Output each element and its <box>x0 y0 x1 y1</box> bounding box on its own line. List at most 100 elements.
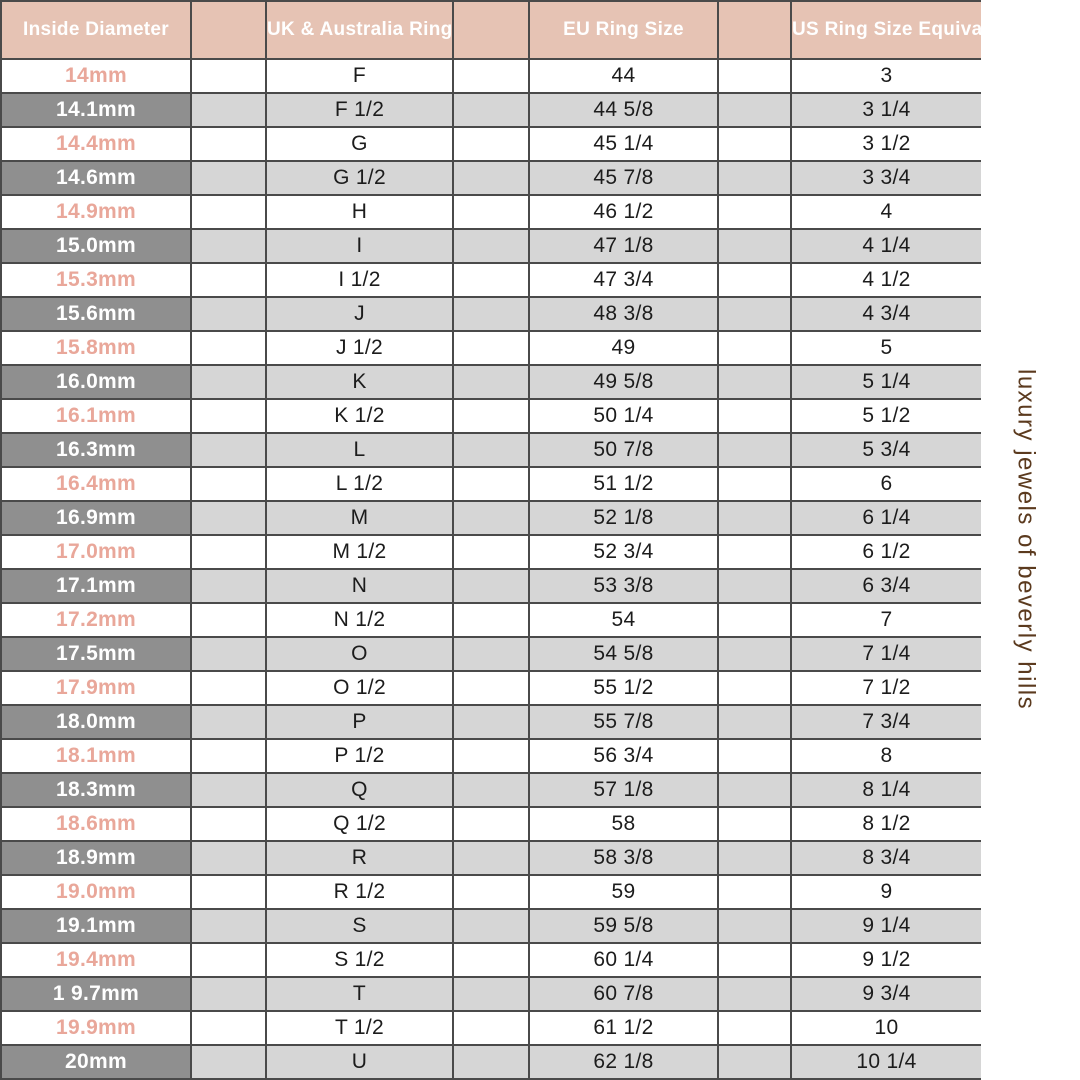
table-row: 14.1mm F 1/2 44 5/8 3 1/4 <box>0 92 983 128</box>
spacer-cell <box>190 92 267 128</box>
cell-inside-diameter: 19.0mm <box>0 874 192 910</box>
spacer-cell <box>452 772 530 808</box>
cell-uk-size: S <box>265 908 454 944</box>
cell-inside-diameter: 16.9mm <box>0 500 192 536</box>
cell-eu-size: 56 3/4 <box>528 738 719 774</box>
spacer-cell <box>190 942 267 978</box>
brand-watermark: luxury jewels of beverly hills <box>1012 369 1040 711</box>
cell-inside-diameter: 17.0mm <box>0 534 192 570</box>
spacer-cell <box>452 432 530 468</box>
cell-inside-diameter: 17.9mm <box>0 670 192 706</box>
cell-eu-size: 58 3/8 <box>528 840 719 876</box>
table-row: 17.9mm O 1/2 55 1/2 7 1/2 <box>0 670 983 706</box>
spacer-cell <box>190 704 267 740</box>
spacer-cell <box>717 58 792 94</box>
cell-eu-size: 54 5/8 <box>528 636 719 672</box>
header-us-size-equivalent: US Ring Size Equivalent <box>790 0 983 60</box>
spacer-cell <box>190 806 267 842</box>
cell-eu-size: 52 1/8 <box>528 500 719 536</box>
spacer-cell <box>717 534 792 570</box>
cell-eu-size: 48 3/8 <box>528 296 719 332</box>
cell-uk-size: O 1/2 <box>265 670 454 706</box>
cell-uk-size: K <box>265 364 454 400</box>
cell-eu-size: 51 1/2 <box>528 466 719 502</box>
spacer-cell <box>190 364 267 400</box>
table-row: 17.0mm M 1/2 52 3/4 6 1/2 <box>0 534 983 570</box>
spacer-cell <box>717 364 792 400</box>
cell-eu-size: 61 1/2 <box>528 1010 719 1046</box>
spacer-cell <box>452 636 530 672</box>
table-row: 15.6mm J 48 3/8 4 3/4 <box>0 296 983 332</box>
cell-us-size: 4 <box>790 194 983 230</box>
cell-us-size: 6 1/2 <box>790 534 983 570</box>
cell-inside-diameter: 14.1mm <box>0 92 192 128</box>
cell-us-size: 5 1/4 <box>790 364 983 400</box>
cell-uk-size: T <box>265 976 454 1012</box>
cell-eu-size: 59 <box>528 874 719 910</box>
cell-inside-diameter: 14.6mm <box>0 160 192 196</box>
table-row: 14.9mm H 46 1/2 4 <box>0 194 983 230</box>
cell-eu-size: 62 1/8 <box>528 1044 719 1080</box>
table-row: 19.0mm R 1/2 59 9 <box>0 874 983 910</box>
cell-eu-size: 54 <box>528 602 719 638</box>
cell-eu-size: 44 5/8 <box>528 92 719 128</box>
cell-uk-size: R 1/2 <box>265 874 454 910</box>
cell-us-size: 9 1/4 <box>790 908 983 944</box>
cell-uk-size: G <box>265 126 454 162</box>
cell-eu-size: 55 1/2 <box>528 670 719 706</box>
table-row: 16.4mm L 1/2 51 1/2 6 <box>0 466 983 502</box>
spacer-cell <box>717 738 792 774</box>
cell-inside-diameter: 15.3mm <box>0 262 192 298</box>
cell-us-size: 9 1/2 <box>790 942 983 978</box>
cell-inside-diameter: 16.0mm <box>0 364 192 400</box>
spacer-cell <box>717 568 792 604</box>
cell-inside-diameter: 19.9mm <box>0 1010 192 1046</box>
cell-us-size: 7 <box>790 602 983 638</box>
spacer-cell <box>452 228 530 264</box>
spacer-cell <box>717 908 792 944</box>
cell-uk-size: F 1/2 <box>265 92 454 128</box>
table-row: 16.1mm K 1/2 50 1/4 5 1/2 <box>0 398 983 434</box>
cell-inside-diameter: 1 9.7mm <box>0 976 192 1012</box>
cell-uk-size: N <box>265 568 454 604</box>
spacer-cell <box>190 976 267 1012</box>
spacer-cell <box>717 228 792 264</box>
spacer-cell <box>452 738 530 774</box>
spacer-cell <box>190 228 267 264</box>
spacer-cell <box>190 58 267 94</box>
table-row: 17.2mm N 1/2 54 7 <box>0 602 983 638</box>
cell-uk-size: Q 1/2 <box>265 806 454 842</box>
spacer-cell <box>190 840 267 876</box>
cell-us-size: 8 1/4 <box>790 772 983 808</box>
cell-eu-size: 49 5/8 <box>528 364 719 400</box>
cell-inside-diameter: 14.4mm <box>0 126 192 162</box>
spacer-cell <box>717 704 792 740</box>
cell-inside-diameter: 15.0mm <box>0 228 192 264</box>
spacer-cell <box>190 432 267 468</box>
spacer-cell <box>452 194 530 230</box>
cell-us-size: 8 3/4 <box>790 840 983 876</box>
spacer-cell <box>717 772 792 808</box>
cell-inside-diameter: 18.0mm <box>0 704 192 740</box>
table-row: 19.9mm T 1/2 61 1/2 10 <box>0 1010 983 1046</box>
spacer-cell <box>190 466 267 502</box>
spacer-cell <box>190 1044 267 1080</box>
spacer-cell <box>190 330 267 366</box>
spacer-cell <box>190 738 267 774</box>
cell-us-size: 7 3/4 <box>790 704 983 740</box>
table-row: 18.9mm R 58 3/8 8 3/4 <box>0 840 983 876</box>
cell-uk-size: S 1/2 <box>265 942 454 978</box>
table-row: 18.1mm P 1/2 56 3/4 8 <box>0 738 983 774</box>
cell-eu-size: 46 1/2 <box>528 194 719 230</box>
spacer-cell <box>190 160 267 196</box>
cell-eu-size: 52 3/4 <box>528 534 719 570</box>
cell-uk-size: N 1/2 <box>265 602 454 638</box>
cell-us-size: 8 <box>790 738 983 774</box>
cell-inside-diameter: 19.4mm <box>0 942 192 978</box>
cell-inside-diameter: 18.1mm <box>0 738 192 774</box>
spacer-cell <box>190 194 267 230</box>
table-row: 18.0mm P 55 7/8 7 3/4 <box>0 704 983 740</box>
spacer-cell <box>717 942 792 978</box>
spacer-cell <box>717 602 792 638</box>
